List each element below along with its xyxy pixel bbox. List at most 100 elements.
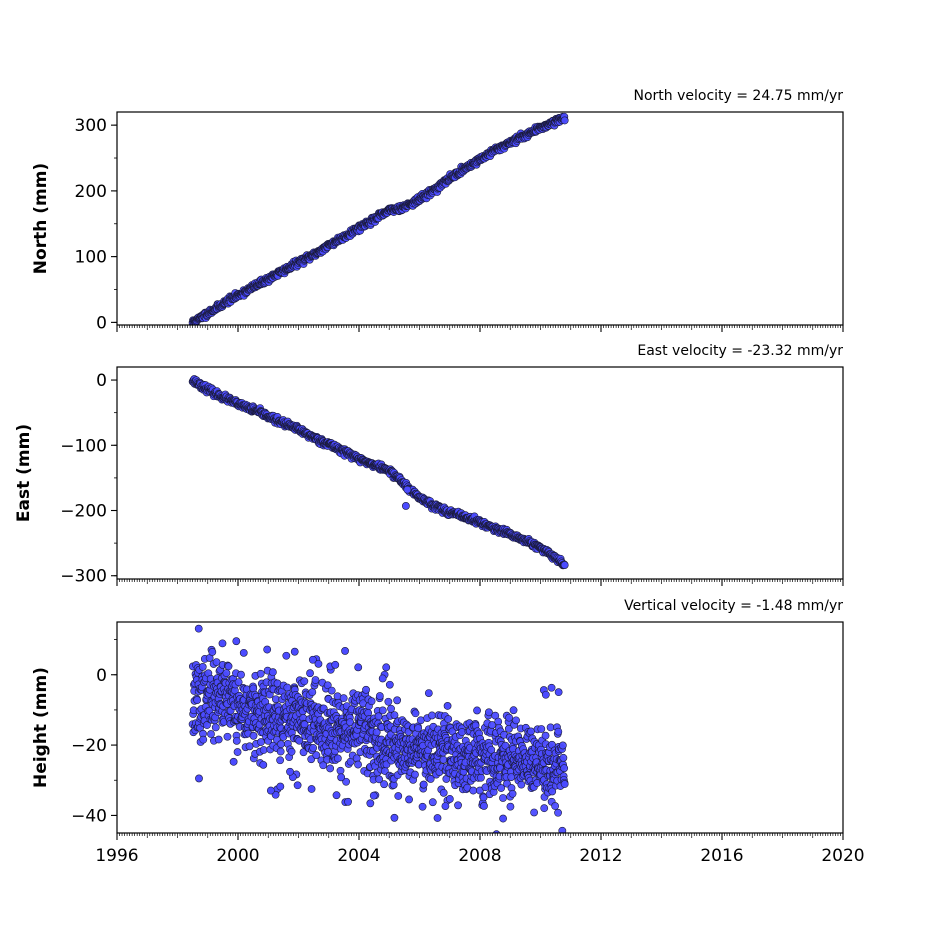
data-point [560, 116, 569, 125]
data-point [499, 814, 507, 823]
y-axis-title: Height (mm) [31, 667, 51, 788]
data-point [311, 676, 320, 684]
data-point [307, 785, 316, 793]
height-panel: Vertical velocity = -1.48 mm/yr Height (m… [31, 598, 865, 866]
data-point [405, 795, 413, 804]
data-point [342, 777, 350, 786]
data-point [374, 712, 383, 721]
data-point [259, 760, 268, 769]
data-point [375, 775, 383, 784]
y-tick-label: 0 [96, 371, 107, 391]
data-point [530, 808, 539, 817]
data-point [384, 697, 393, 706]
x-tick-label: 2016 [700, 846, 743, 866]
data-point [266, 786, 275, 795]
data-point [193, 696, 202, 704]
data-point [484, 708, 493, 717]
data-point [454, 801, 462, 810]
data-point [276, 756, 285, 765]
data-point [211, 723, 220, 732]
data-point [497, 784, 506, 792]
data-point [385, 680, 394, 689]
data-point [428, 798, 437, 807]
x-tick-label: 1996 [95, 846, 138, 866]
y-tick-label: 100 [75, 248, 107, 268]
data-point [424, 689, 433, 697]
y-tick-label: −200 [60, 502, 107, 522]
data-point [232, 736, 241, 745]
data-point [469, 786, 478, 795]
data-point [541, 731, 550, 740]
data-point [354, 760, 362, 769]
data-point [380, 780, 389, 789]
y-tick-label: −40 [71, 806, 107, 826]
data-point [473, 706, 481, 715]
data-point [419, 780, 428, 789]
data-point [441, 802, 450, 810]
data-point [378, 706, 387, 715]
data-point [479, 793, 488, 802]
data-point [480, 802, 488, 810]
data-point [257, 738, 265, 746]
data-point [439, 755, 448, 764]
x-tick-label: 2020 [821, 846, 864, 866]
data-point [394, 792, 403, 800]
data-point [426, 775, 435, 783]
data-point [504, 724, 513, 733]
data-point [551, 802, 560, 810]
data-point [319, 761, 328, 770]
data-point [505, 713, 514, 722]
x-tick-label: 2004 [337, 846, 380, 866]
data-point [378, 674, 387, 683]
data-points [188, 112, 569, 325]
data-point [414, 724, 423, 733]
data-point [309, 743, 317, 752]
data-point [501, 741, 510, 750]
y-axis-title: North (mm) [31, 163, 51, 274]
data-point [554, 808, 562, 817]
data-point [341, 647, 349, 655]
data-point [286, 767, 294, 776]
data-point [439, 788, 448, 797]
data-point [234, 678, 243, 686]
data-point [276, 782, 285, 791]
data-point [199, 735, 208, 744]
data-point [237, 670, 245, 679]
data-point [306, 669, 314, 678]
panel-title: North velocity = 24.75 mm/yr [633, 88, 843, 104]
data-point [369, 791, 378, 800]
data-point [418, 802, 427, 811]
data-point [290, 647, 299, 656]
data-point [554, 688, 563, 697]
data-point [382, 663, 391, 672]
data-point [208, 648, 217, 656]
data-point [287, 747, 296, 756]
data-point [245, 742, 254, 751]
data-point [509, 706, 518, 715]
data-point [346, 718, 354, 727]
data-point [249, 731, 258, 740]
data-point [477, 773, 485, 782]
data-point [194, 624, 203, 633]
data-point [263, 645, 272, 654]
y-axis-title: East (mm) [14, 424, 34, 522]
y-tick-label: −20 [71, 736, 107, 756]
data-point [560, 764, 569, 773]
y-tick-label: 0 [96, 313, 107, 333]
data-point [344, 797, 352, 806]
data-point [390, 813, 399, 822]
data-points [188, 375, 569, 570]
data-point [268, 668, 277, 677]
data-point [540, 804, 549, 813]
data-point [375, 692, 384, 700]
data-point [336, 766, 345, 775]
data-point [362, 685, 370, 694]
data-point [207, 730, 215, 738]
data-point [203, 721, 211, 729]
y-tick-label: 0 [96, 666, 107, 686]
data-point [547, 683, 556, 692]
data-point [393, 696, 402, 705]
panel-title: East velocity = -23.32 mm/yr [637, 343, 843, 359]
data-point [390, 711, 399, 719]
